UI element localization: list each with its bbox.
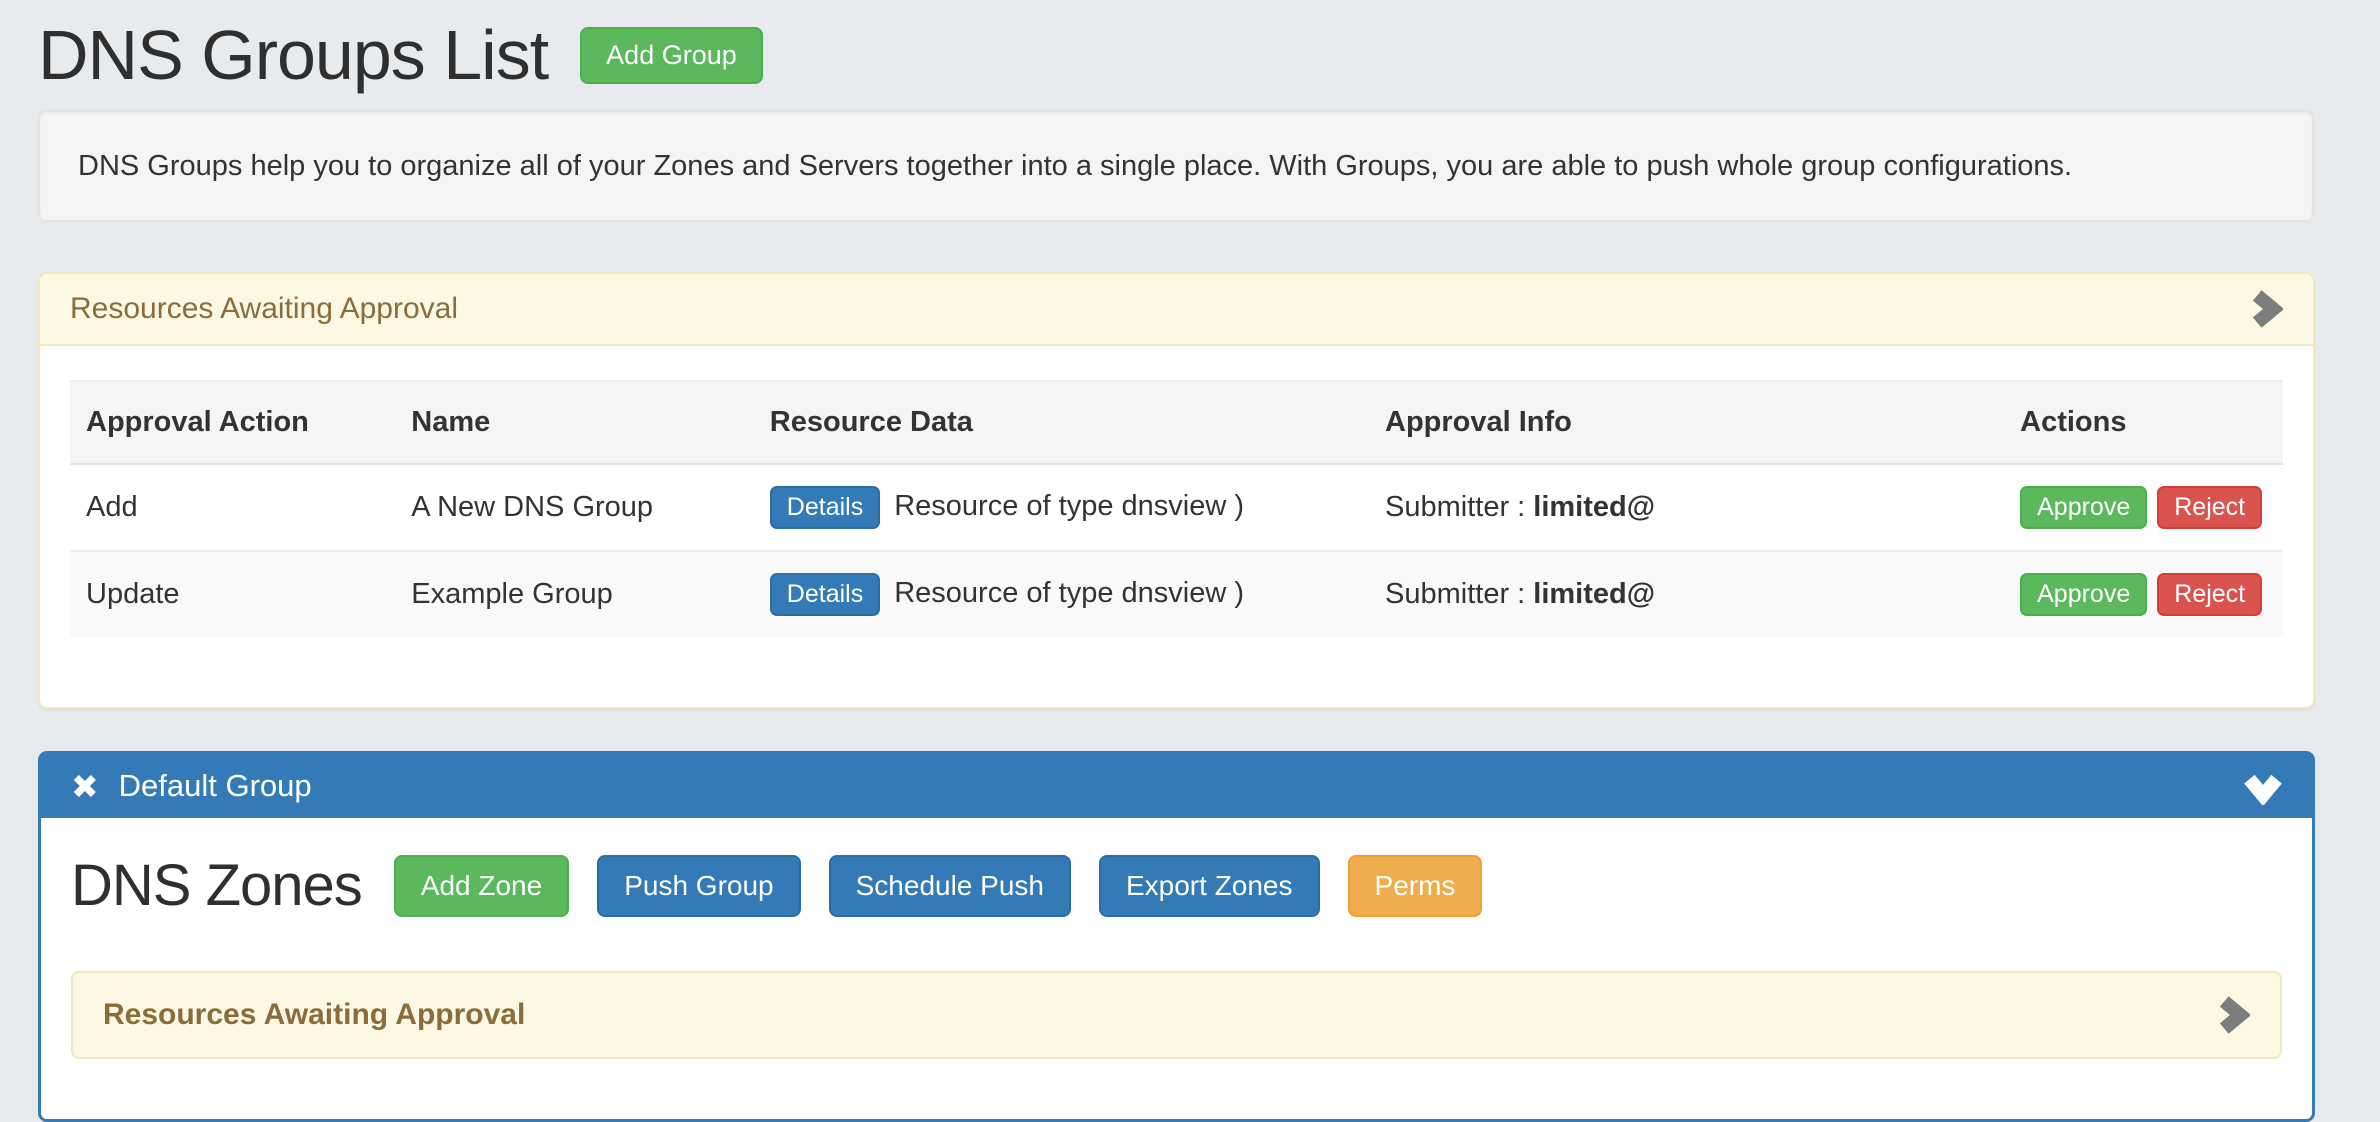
column-header-approval-action: Approval Action	[70, 380, 396, 465]
cell-name: A New DNS Group	[411, 491, 654, 523]
submitter-label: Submitter :	[1385, 578, 1526, 610]
description-text: DNS Groups help you to organize all of y…	[78, 150, 2073, 182]
resource-text: Resource of type dnsview )	[894, 490, 1244, 522]
column-header-actions: Actions	[2004, 380, 2283, 465]
cell-actions: Approve Reject	[2004, 464, 2283, 551]
approval-panel: Resources Awaiting Approval Approval Act…	[38, 272, 2315, 709]
resource-text: Resource of type dnsview )	[894, 577, 1244, 609]
chevron-right-icon	[2252, 290, 2283, 328]
push-group-button[interactable]: Push Group	[597, 854, 801, 917]
approval-panel-title: Resources Awaiting Approval	[70, 292, 459, 325]
submitter-label: Submitter :	[1385, 491, 1526, 523]
dns-zones-header-row: DNS Zones Add Zone Push Group Schedule P…	[71, 852, 2282, 919]
schedule-push-button[interactable]: Schedule Push	[828, 854, 1071, 917]
chevron-down-icon	[2244, 774, 2282, 805]
cell-approval-info: Submitter : limited@	[1369, 550, 2005, 637]
approval-table: Approval Action Name Resource Data Appro…	[70, 380, 2283, 637]
cell-approval-action: Update	[70, 550, 396, 637]
default-group-title: Default Group	[118, 768, 312, 803]
page-title: DNS Groups List	[38, 16, 549, 94]
description-well: DNS Groups help you to organize all of y…	[38, 110, 2314, 222]
cell-resource-data: Details Resource of type dnsview )	[753, 550, 1369, 637]
default-group-panel: ✖ Default Group DNS Zones Add Zone Push …	[38, 751, 2315, 1122]
table-row: Update Example Group Details Resource of …	[70, 550, 2283, 637]
column-header-name: Name	[395, 380, 754, 465]
perms-button[interactable]: Perms	[1347, 854, 1483, 917]
dns-zones-title: DNS Zones	[71, 853, 363, 918]
approve-button[interactable]: Approve	[2020, 573, 2148, 616]
add-zone-button[interactable]: Add Zone	[393, 854, 570, 917]
submitter-value: limited@	[1533, 578, 1656, 610]
cell-actions: Approve Reject	[2004, 550, 2283, 637]
cell-approval-action: Add	[86, 491, 138, 523]
approval-panel-heading[interactable]: Resources Awaiting Approval	[40, 274, 2313, 346]
approval-table-header-row: Approval Action Name Resource Data Appro…	[70, 380, 2283, 465]
submitter-value: limited@	[1533, 491, 1656, 523]
details-button[interactable]: Details	[769, 573, 881, 616]
approval-panel-body: Approval Action Name Resource Data Appro…	[40, 346, 2313, 707]
export-zones-button[interactable]: Export Zones	[1098, 854, 1320, 917]
column-header-resource-data: Resource Data	[753, 380, 1369, 465]
default-group-panel-body: DNS Zones Add Zone Push Group Schedule P…	[41, 818, 2312, 1119]
details-button[interactable]: Details	[769, 486, 881, 529]
close-icon[interactable]: ✖	[71, 767, 99, 805]
default-group-panel-heading[interactable]: ✖ Default Group	[41, 754, 2312, 818]
table-row: Add A New DNS Group Details Resource of t…	[70, 464, 2283, 551]
add-group-button[interactable]: Add Group	[580, 26, 763, 84]
zones-awaiting-approval-title: Resources Awaiting Approval	[103, 998, 526, 1031]
main-container: DNS Groups List Add Group DNS Groups hel…	[38, 0, 2316, 1122]
reject-button[interactable]: Reject	[2157, 573, 2263, 616]
cell-resource-data: Details Resource of type dnsview )	[754, 464, 1369, 551]
approve-button[interactable]: Approve	[2020, 486, 2148, 529]
reject-button[interactable]: Reject	[2157, 486, 2263, 529]
cell-approval-info: Submitter : limited@	[1369, 464, 2004, 551]
page-header: DNS Groups List Add Group	[38, 16, 2316, 94]
chevron-right-icon	[2219, 996, 2250, 1034]
column-header-approval-info: Approval Info	[1369, 380, 2005, 465]
zones-awaiting-approval-bar[interactable]: Resources Awaiting Approval	[71, 971, 2282, 1059]
cell-name: Example Group	[395, 550, 754, 637]
